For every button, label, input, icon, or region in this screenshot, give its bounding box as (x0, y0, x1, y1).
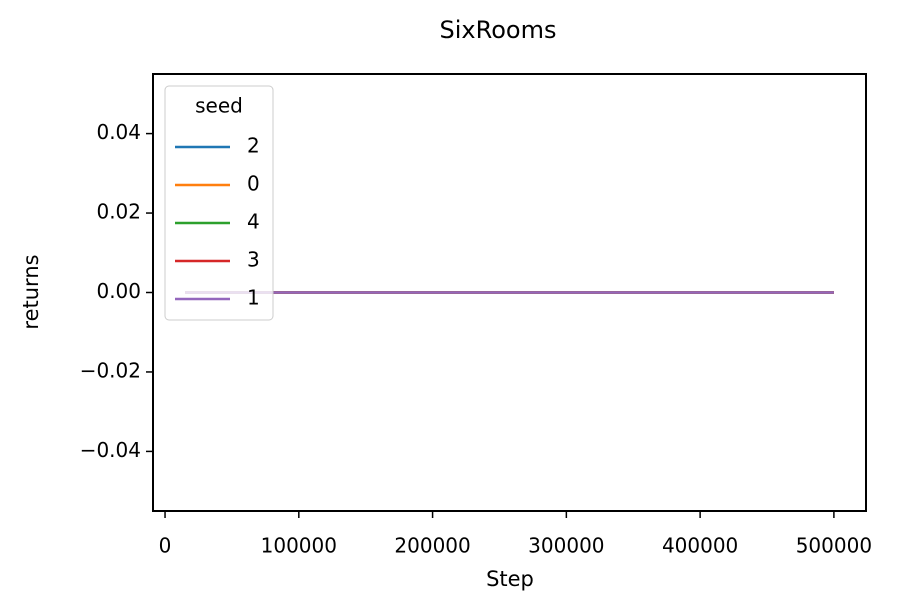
plot-frame (152, 73, 867, 512)
legend-title: seed (195, 94, 243, 118)
chart-title: SixRooms (440, 16, 557, 44)
legend-label: 1 (247, 286, 260, 310)
legend-label: 2 (247, 134, 260, 158)
x-tick-label: 500000 (796, 534, 872, 558)
y-tick-label: −0.04 (80, 438, 141, 462)
x-tick-label: 200000 (394, 534, 470, 558)
x-axis-label: Step (486, 567, 534, 591)
legend-label: 4 (247, 210, 260, 234)
y-tick-label: 0.02 (96, 200, 141, 224)
x-tick-label: 400000 (662, 534, 738, 558)
y-axis-label: returns (19, 254, 43, 329)
legend-label: 3 (247, 248, 260, 272)
x-tick-label: 300000 (528, 534, 604, 558)
x-tick-label: 0 (159, 534, 172, 558)
y-tick-label: 0.04 (96, 120, 141, 144)
legend-label: 0 (247, 172, 260, 196)
y-tick-label: 0.00 (96, 279, 141, 303)
y-tick-label: −0.02 (80, 358, 141, 382)
x-tick-label: 100000 (261, 534, 337, 558)
